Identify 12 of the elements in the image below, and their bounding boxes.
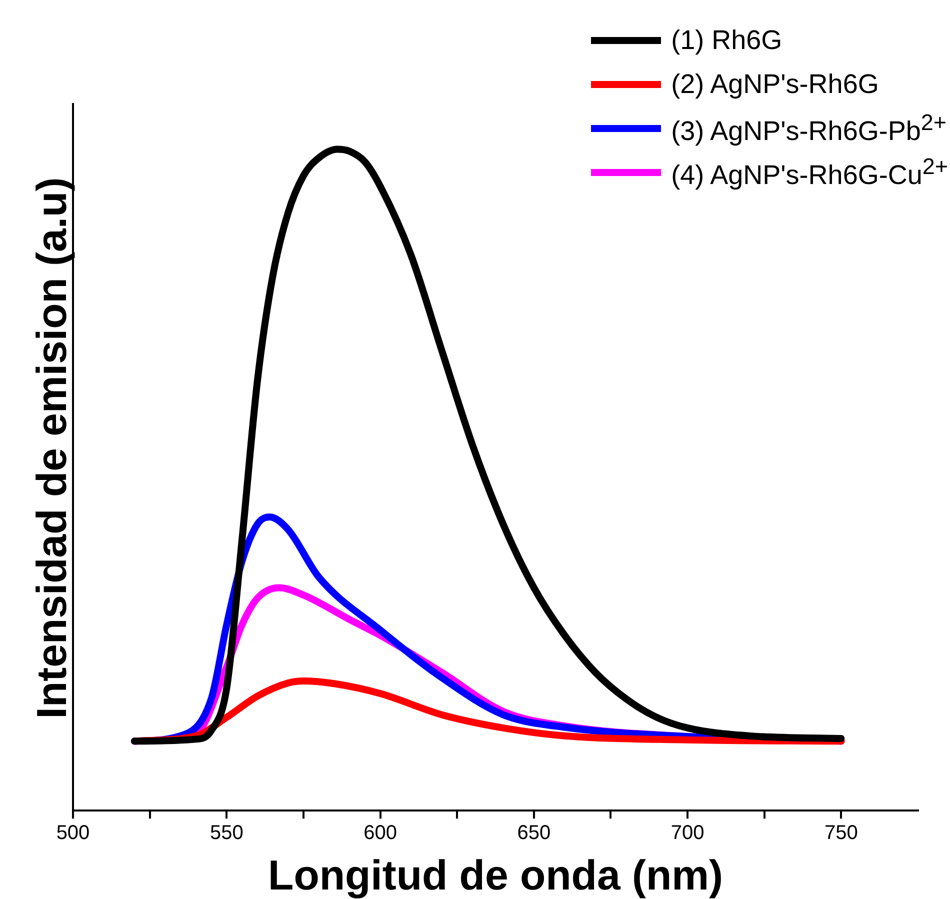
y-axis-title: Intensidad de emision (a.u) [28, 177, 76, 719]
legend-label: (3) AgNP's-Rh6G-Pb$^{2+}$ [671, 110, 947, 146]
legend-label: (1) Rh6G [671, 24, 782, 56]
legend-label: (4) AgNP's-Rh6G-Cu$^{2+}$ [671, 154, 948, 190]
x-tick-label: 650 [517, 822, 551, 844]
x-tick-label: 600 [364, 822, 397, 844]
x-axis-title: Longitud de onda (nm) [268, 851, 723, 898]
x-tick-label: 500 [56, 822, 90, 844]
x-tick-label: 700 [670, 822, 704, 844]
x-tick-label: 550 [210, 822, 244, 844]
x-tick-label: 750 [824, 822, 858, 844]
legend-label: (2) AgNP's-Rh6G [671, 68, 879, 100]
